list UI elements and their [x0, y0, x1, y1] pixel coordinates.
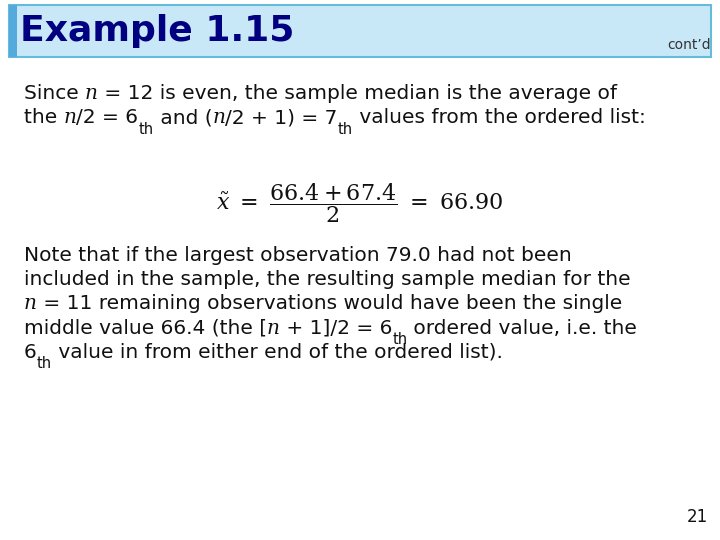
Text: $\tilde{x}\ =\ \dfrac{66.4 + 67.4}{2}\ =\ 66.90$: $\tilde{x}\ =\ \dfrac{66.4 + 67.4}{2}\ =… — [216, 181, 504, 225]
Text: n: n — [63, 108, 76, 127]
Text: n: n — [212, 108, 225, 127]
FancyBboxPatch shape — [9, 5, 17, 57]
Text: th: th — [338, 122, 353, 137]
FancyBboxPatch shape — [9, 5, 711, 57]
Text: th: th — [138, 122, 153, 137]
Text: the: the — [24, 108, 63, 127]
Text: middle value 66.4 (the [: middle value 66.4 (the [ — [24, 319, 267, 338]
Text: = 12 is even, the sample median is the average of: = 12 is even, the sample median is the a… — [98, 84, 617, 103]
Text: values from the ordered list:: values from the ordered list: — [353, 108, 646, 127]
Text: n: n — [267, 319, 280, 338]
Text: Note that if the largest observation 79.0 had not been: Note that if the largest observation 79.… — [24, 246, 572, 265]
Text: cont’d: cont’d — [667, 38, 711, 52]
Text: th: th — [392, 332, 408, 347]
Text: value in from either end of the ordered list).: value in from either end of the ordered … — [52, 343, 503, 362]
Text: = 11 remaining observations would have been the single: = 11 remaining observations would have b… — [37, 294, 622, 313]
Text: 6: 6 — [24, 343, 37, 362]
Text: and (: and ( — [153, 108, 212, 127]
Text: 21: 21 — [686, 509, 708, 526]
Text: + 1]/2 = 6: + 1]/2 = 6 — [280, 319, 392, 338]
Text: /2 + 1) = 7: /2 + 1) = 7 — [225, 108, 338, 127]
Text: n: n — [24, 294, 37, 313]
Text: /2 = 6: /2 = 6 — [76, 108, 138, 127]
Text: ordered value, i.e. the: ordered value, i.e. the — [408, 319, 637, 338]
Text: included in the sample, the resulting sample median for the: included in the sample, the resulting sa… — [24, 270, 631, 289]
Text: th: th — [37, 356, 52, 372]
Text: Example 1.15: Example 1.15 — [20, 14, 294, 48]
Text: n: n — [85, 84, 98, 103]
Text: Since: Since — [24, 84, 85, 103]
